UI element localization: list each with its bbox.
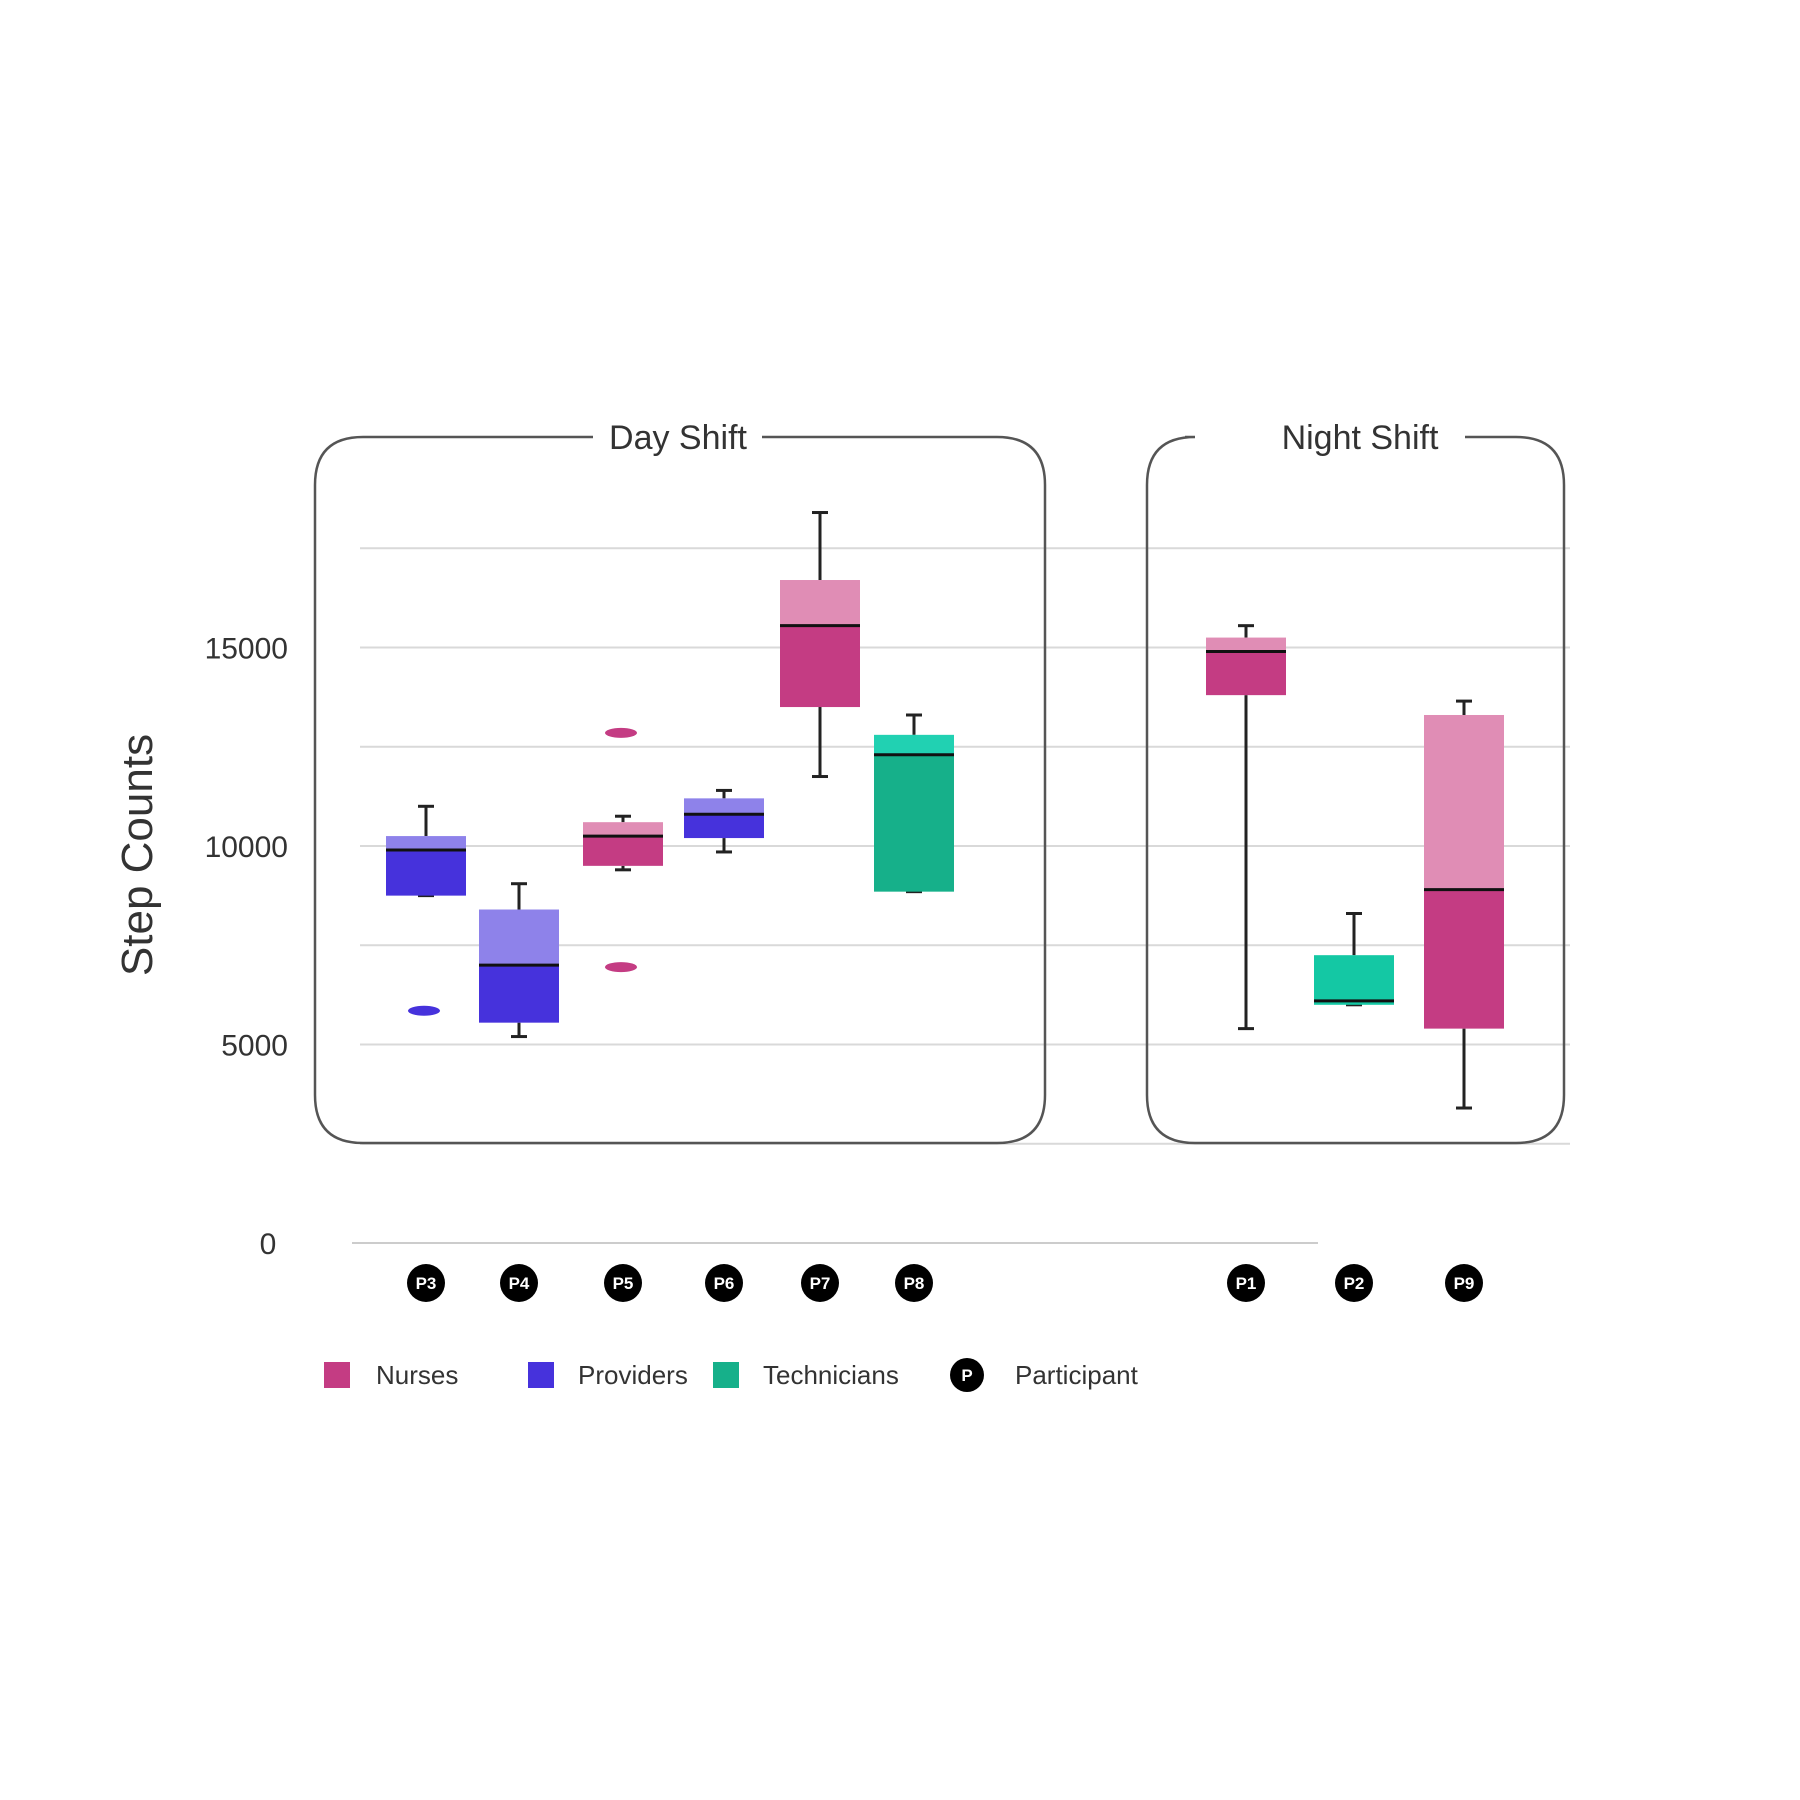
outlier-point	[605, 962, 637, 973]
box-lower-quartile	[1424, 889, 1504, 1029]
participant-badges: P3 P4 P5 P6 P7 P8 P1 P2 P9	[407, 1264, 1483, 1302]
box-p6	[684, 788, 764, 854]
legend-swatch	[713, 1362, 739, 1388]
legend-badge	[950, 1358, 984, 1392]
badge-label: P8	[904, 1274, 925, 1293]
legend-item-providers: Providers	[528, 1360, 688, 1390]
panel-day-shift: Day Shift	[313, 419, 1047, 1145]
badge-label: P4	[509, 1274, 530, 1293]
badge-circle	[895, 1264, 933, 1302]
box-upper-quartile	[1424, 714, 1504, 890]
legend-label: Participant	[1015, 1360, 1139, 1390]
badge-circle	[500, 1264, 538, 1302]
badge-p2: P2	[1335, 1264, 1373, 1302]
outlier-point	[408, 1005, 440, 1016]
box-upper-quartile	[684, 798, 764, 815]
badge-label: P2	[1344, 1274, 1365, 1293]
legend-item-participant: P Participant	[950, 1358, 1139, 1392]
grid-layer	[352, 547, 1570, 1244]
box-p3	[386, 804, 466, 1016]
badge-circle	[604, 1264, 642, 1302]
y-tick-label-0: 0	[260, 1228, 277, 1261]
panel-night-shift: Night Shift	[1145, 419, 1566, 1145]
badge-circle	[1335, 1264, 1373, 1302]
box-p2	[1314, 911, 1394, 1007]
box-lower-quartile	[1206, 651, 1286, 696]
box-lower-quartile	[479, 965, 559, 1023]
legend-badge-text: P	[961, 1366, 972, 1385]
box-p4	[479, 882, 559, 1039]
legend-item-nurses: Nurses	[324, 1360, 458, 1390]
badge-p7: P7	[801, 1264, 839, 1302]
y-axis-label: Step Counts	[113, 734, 162, 976]
badge-p3: P3	[407, 1264, 445, 1302]
badge-circle	[1227, 1264, 1265, 1302]
box-p5	[583, 727, 663, 973]
badge-p1: P1	[1227, 1264, 1265, 1302]
box-p1	[1206, 624, 1286, 1031]
badge-circle	[705, 1264, 743, 1302]
box-upper-quartile	[1206, 637, 1286, 652]
box-upper-quartile	[386, 836, 466, 850]
legend-label: Nurses	[376, 1360, 458, 1390]
box-p7	[780, 511, 860, 779]
badge-label: P1	[1236, 1274, 1257, 1293]
badge-p8: P8	[895, 1264, 933, 1302]
box-lower-quartile	[874, 754, 954, 892]
box-p8	[874, 713, 954, 894]
badge-p5: P5	[604, 1264, 642, 1302]
y-axis-ticks: 0 5000 10000 15000	[205, 633, 288, 1262]
box-upper-quartile	[780, 580, 860, 626]
panel-frame	[1145, 435, 1566, 1145]
y-tick-label-10000: 10000	[205, 831, 288, 864]
legend-label: Providers	[578, 1360, 688, 1390]
box-lower-quartile	[583, 836, 663, 866]
panel-title: Day Shift	[609, 419, 747, 457]
outlier-point	[605, 727, 637, 738]
legend-swatch	[324, 1362, 350, 1388]
legend-label: Technicians	[763, 1360, 899, 1390]
box-lower-quartile	[386, 849, 466, 896]
box-lower-quartile	[780, 625, 860, 708]
box-upper-quartile	[583, 822, 663, 837]
badge-circle	[1445, 1264, 1483, 1302]
badge-circle	[801, 1264, 839, 1302]
badge-label: P9	[1454, 1274, 1475, 1293]
shift-panels: Day Shift Night Shift	[313, 419, 1566, 1145]
panel-frame	[313, 435, 1047, 1145]
legend: Nurses Providers Technicians P Participant	[324, 1358, 1139, 1392]
badge-p9: P9	[1445, 1264, 1483, 1302]
box-upper-quartile	[479, 909, 559, 966]
badge-p6: P6	[705, 1264, 743, 1302]
y-tick-label-5000: 5000	[221, 1030, 288, 1063]
box-p9	[1424, 699, 1504, 1110]
badge-p4: P4	[500, 1264, 538, 1302]
badge-label: P6	[714, 1274, 735, 1293]
legend-item-technicians: Technicians	[713, 1360, 899, 1390]
box-upper-quartile	[1314, 955, 1394, 1001]
badge-label: P3	[416, 1274, 437, 1293]
box-lower-quartile	[684, 814, 764, 839]
badge-label: P5	[613, 1274, 634, 1293]
badge-circle	[407, 1264, 445, 1302]
box-plots	[386, 511, 1504, 1110]
panel-title: Night Shift	[1282, 419, 1439, 457]
legend-swatch	[528, 1362, 554, 1388]
box-upper-quartile	[874, 734, 954, 755]
badge-label: P7	[810, 1274, 831, 1293]
y-tick-label-15000: 15000	[205, 633, 288, 666]
box-lower-quartile	[1314, 1000, 1394, 1005]
